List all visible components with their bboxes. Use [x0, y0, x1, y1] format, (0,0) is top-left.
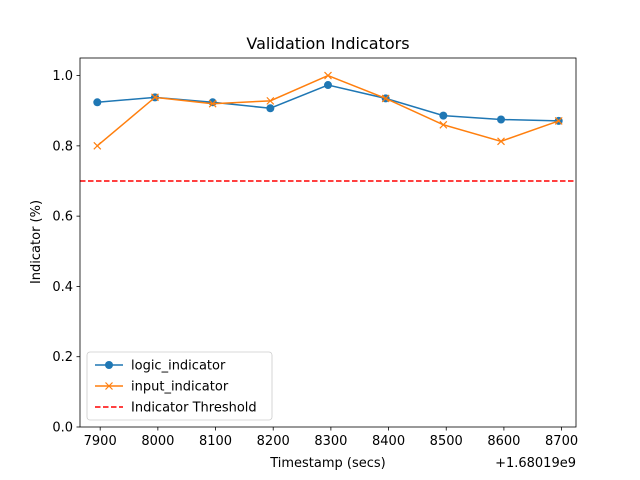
- data-point-logic_indicator: [266, 104, 275, 113]
- legend-box: [86, 351, 273, 421]
- x-tick-label: 8000: [141, 434, 174, 449]
- chart-title: Validation Indicators: [246, 34, 409, 53]
- x-tick-label: 8300: [314, 434, 347, 449]
- legend-label-logic_indicator: logic_indicator: [131, 359, 226, 374]
- x-tick-label: 8200: [257, 434, 290, 449]
- data-point-input_indicator: [266, 96, 275, 105]
- axes: 7900 8000 8100 8200 8300 8400 8500 8600 8700 0.0 0…: [52, 57, 578, 449]
- y-axis-label: Indicator (%): [29, 200, 44, 284]
- y-tick-label: 1.0: [52, 69, 73, 84]
- data-point-input_indicator: [324, 71, 332, 80]
- legend-marker-input_indicator: [105, 382, 113, 390]
- x-tick-label: 8700: [545, 434, 578, 449]
- x-offset-label: +1.68019e9: [495, 456, 576, 471]
- data-point-logic_indicator: [93, 98, 102, 107]
- x-tick-label: 8100: [199, 434, 232, 449]
- y-tick-label: 0.8: [52, 139, 73, 154]
- legend-label-Indicator Threshold: Indicator Threshold: [131, 401, 257, 416]
- y-tick-label: 0.0: [52, 421, 73, 436]
- plot-area: [80, 71, 576, 182]
- legend-marker-logic_indicator: [105, 361, 113, 369]
- x-tick-label: 8500: [430, 434, 463, 449]
- y-tick-label: 0.6: [52, 210, 73, 225]
- series-line-logic_indicator: [97, 84, 559, 122]
- axes-frame: [79, 57, 577, 428]
- data-point-input_indicator: [208, 99, 217, 108]
- y-tick-label: 0.2: [52, 350, 73, 365]
- x-tick-label: 8600: [487, 434, 520, 449]
- y-tick-label: 0.4: [52, 280, 73, 295]
- x-tick-label: 8400: [372, 434, 405, 449]
- x-axis-label: Timestamp (secs): [269, 456, 386, 471]
- data-point-logic_indicator: [208, 98, 217, 107]
- data-point-input_indicator: [497, 137, 505, 146]
- data-point-input_indicator: [381, 94, 390, 103]
- data-point-logic_indicator: [439, 111, 448, 120]
- data-point-input_indicator: [554, 116, 563, 125]
- data-point-logic_indicator: [324, 81, 332, 90]
- data-point-logic_indicator: [497, 115, 506, 124]
- data-point-input_indicator: [151, 93, 159, 102]
- data-point-input_indicator: [439, 120, 448, 129]
- x-tick-label: 7900: [84, 434, 117, 449]
- legend: logic_indicator input_indicator Indicator …: [86, 351, 273, 421]
- legend-label-input_indicator: input_indicator: [131, 380, 229, 395]
- data-point-input_indicator: [93, 141, 102, 150]
